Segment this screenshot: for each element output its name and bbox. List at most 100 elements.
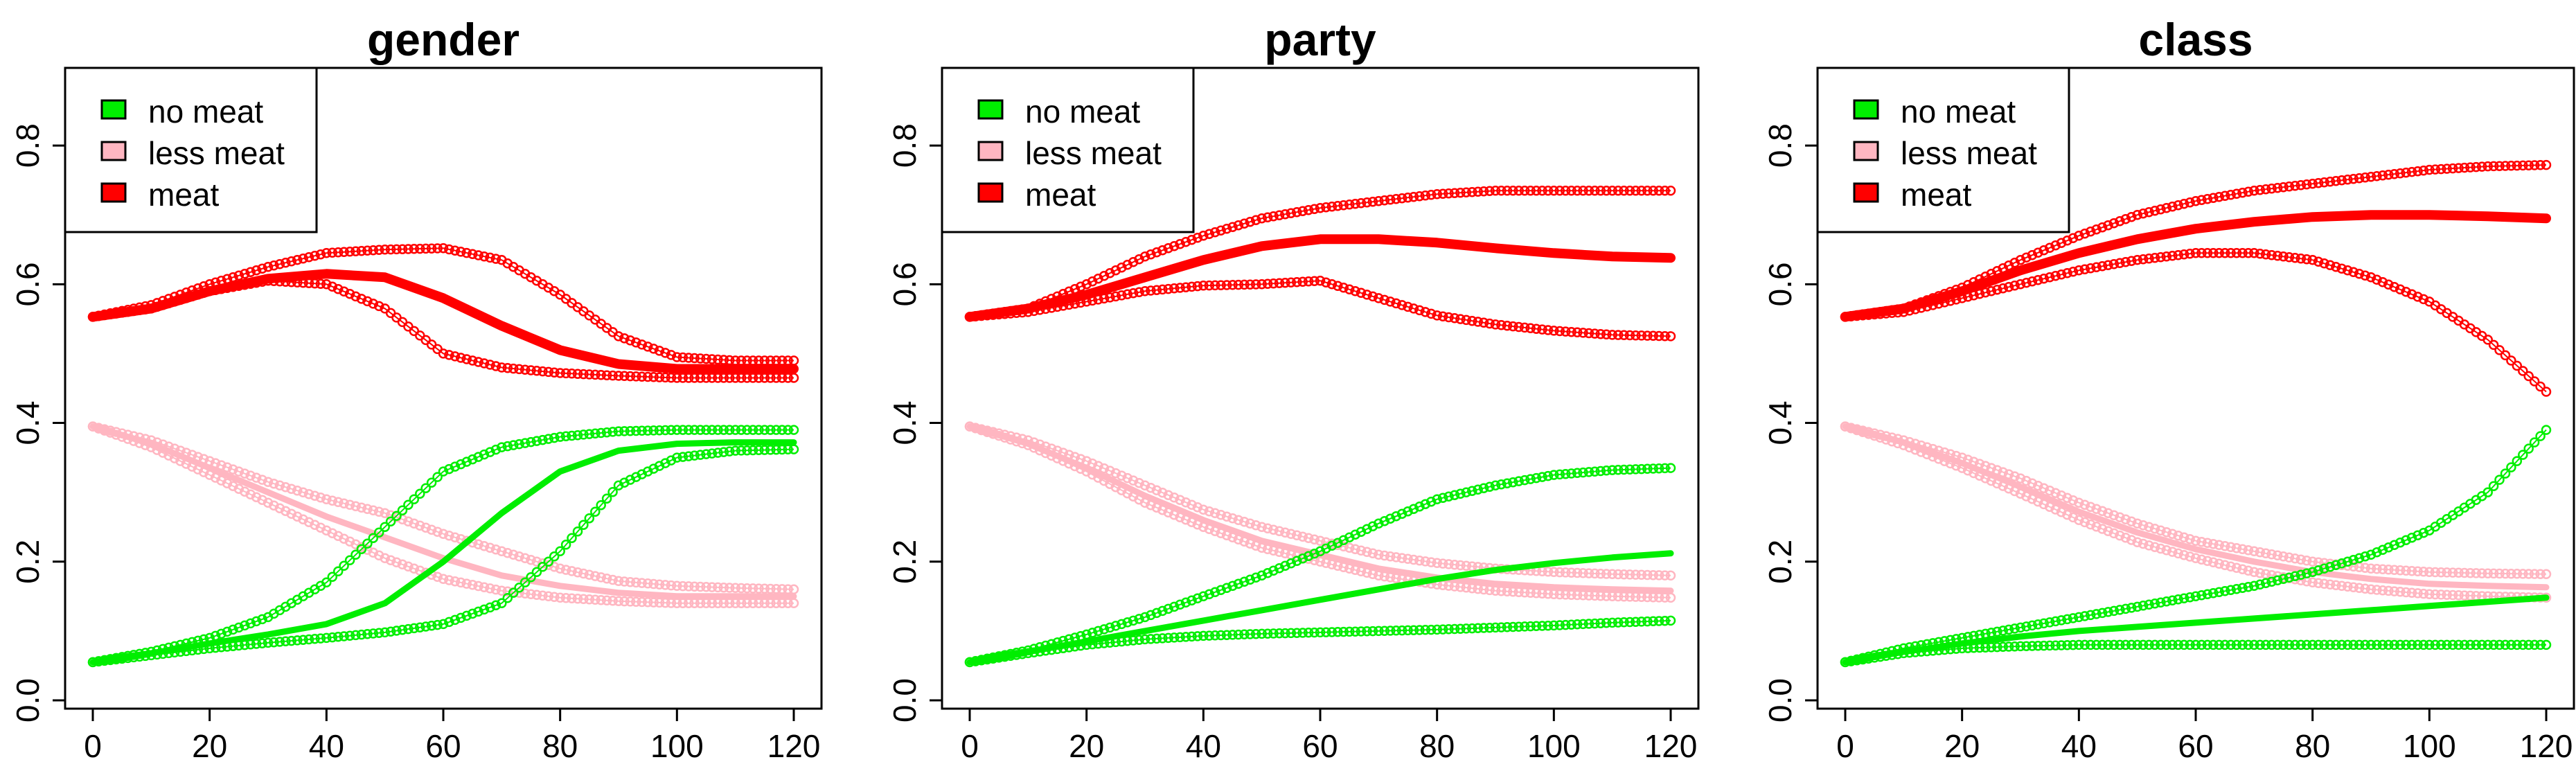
data-point-no-meat [385,626,396,637]
data-point-meat [1962,292,1973,302]
data-point-less-meat [233,484,245,494]
data-point-no-meat [1473,484,1483,495]
data-point-less-meat [321,525,332,535]
data-point-no-meat [642,425,653,436]
data-point-less-meat [1163,490,1173,500]
data-point-less-meat [146,442,157,452]
data-point-less-meat [409,563,420,574]
data-point-meat [397,244,408,254]
data-point-less-meat [1280,527,1290,538]
data-point-no-meat [2214,587,2224,598]
data-point-less-meat [1256,542,1267,553]
data-point-meat [2435,163,2446,175]
data-point-no-meat [1315,546,1326,557]
data-point-no-meat [438,466,449,477]
data-point-meat [2156,252,2166,263]
data-point-meat [2097,261,2108,272]
data-point-less-meat [2161,526,2172,538]
x-tick-label: 100 [650,728,704,764]
data-point-no-meat [473,606,483,617]
data-point-no-meat [759,425,770,435]
data-point-less-meat [1134,477,1144,488]
data-point-no-meat [2506,462,2516,472]
data-point-meat [560,368,571,379]
series-line-meat-mean [1840,210,2551,322]
data-point-less-meat [2149,542,2160,552]
data-point-less-meat [344,536,355,547]
data-point-meat [1408,191,1419,202]
data-point-no-meat [1531,472,1542,484]
data-point-less-meat [397,559,408,570]
data-point-no-meat [2144,599,2154,610]
data-point-less-meat [415,520,425,531]
data-point-no-meat [2115,639,2125,650]
data-point-no-meat [2074,612,2084,623]
data-point-less-meat [2348,582,2359,593]
data-point-less-meat [560,593,571,603]
data-point-no-meat [625,475,636,485]
data-point-less-meat [1519,587,1530,598]
data-point-less-meat [572,594,583,604]
data-point-no-meat [2156,639,2166,650]
data-point-meat [1980,287,1991,298]
data-point-no-meat [1297,628,1308,638]
data-point-less-meat [2074,497,2084,508]
data-point-no-meat [654,425,665,436]
data-point-less-meat [1117,470,1127,481]
data-point-no-meat [1180,597,1191,608]
y-tick-label: 0.6 [1762,262,1798,306]
data-point-meat [1974,289,1985,299]
data-point-no-meat [567,533,577,543]
data-point-meat [2529,376,2540,387]
data-point-meat [1396,193,1407,204]
data-point-meat [1099,271,1110,281]
data-point-less-meat [1204,506,1215,517]
series-line-no-meat-bound [92,429,794,663]
data-point-no-meat [1467,486,1477,496]
data-point-less-meat [2103,508,2113,518]
data-point-meat [1204,280,1215,291]
data-point-no-meat [1899,648,1909,659]
data-point-less-meat [1933,454,1944,464]
data-point-meat [1613,185,1624,196]
data-point-meat [1075,281,1086,292]
data-point-less-meat [1151,502,1162,513]
data-point-meat [1338,200,1349,211]
data-point-meat [1081,279,1092,290]
data-point-no-meat [1437,624,1448,635]
data-point-no-meat [1444,491,1454,502]
data-point-less-meat [444,530,454,541]
data-point-less-meat [2044,502,2055,512]
data-point-no-meat [2249,639,2259,650]
data-point-no-meat [2173,639,2183,650]
data-point-meat [1105,268,1115,278]
data-point-meat [1139,251,1151,262]
data-point-meat [1467,315,1477,326]
y-tick-label: 0.0 [10,678,46,723]
data-point-no-meat [1187,595,1197,606]
data-point-less-meat [613,576,624,587]
data-point-less-meat [380,508,390,518]
data-point-meat [1187,281,1197,292]
data-point-meat [689,373,700,383]
plot-frame [941,67,1700,710]
data-point-meat [432,243,443,254]
data-point-less-meat [2243,545,2254,556]
data-point-no-meat [344,630,355,641]
data-point-no-meat [1187,631,1197,642]
data-point-less-meat [695,598,706,609]
data-point-no-meat [2406,639,2417,650]
data-point-less-meat [2325,579,2336,590]
data-point-less-meat [1052,453,1063,463]
data-point-less-meat [1198,504,1209,515]
data-point-less-meat [1986,475,1997,486]
data-point-no-meat [631,425,641,436]
data-point-meat [1128,257,1139,267]
data-point-less-meat [2231,562,2242,574]
data-point-less-meat [362,544,373,556]
data-point-meat [648,344,659,354]
data-point-no-meat [1665,615,1676,626]
data-point-no-meat [2401,535,2411,545]
data-point-less-meat [1221,511,1232,522]
data-point-less-meat [1531,588,1542,599]
